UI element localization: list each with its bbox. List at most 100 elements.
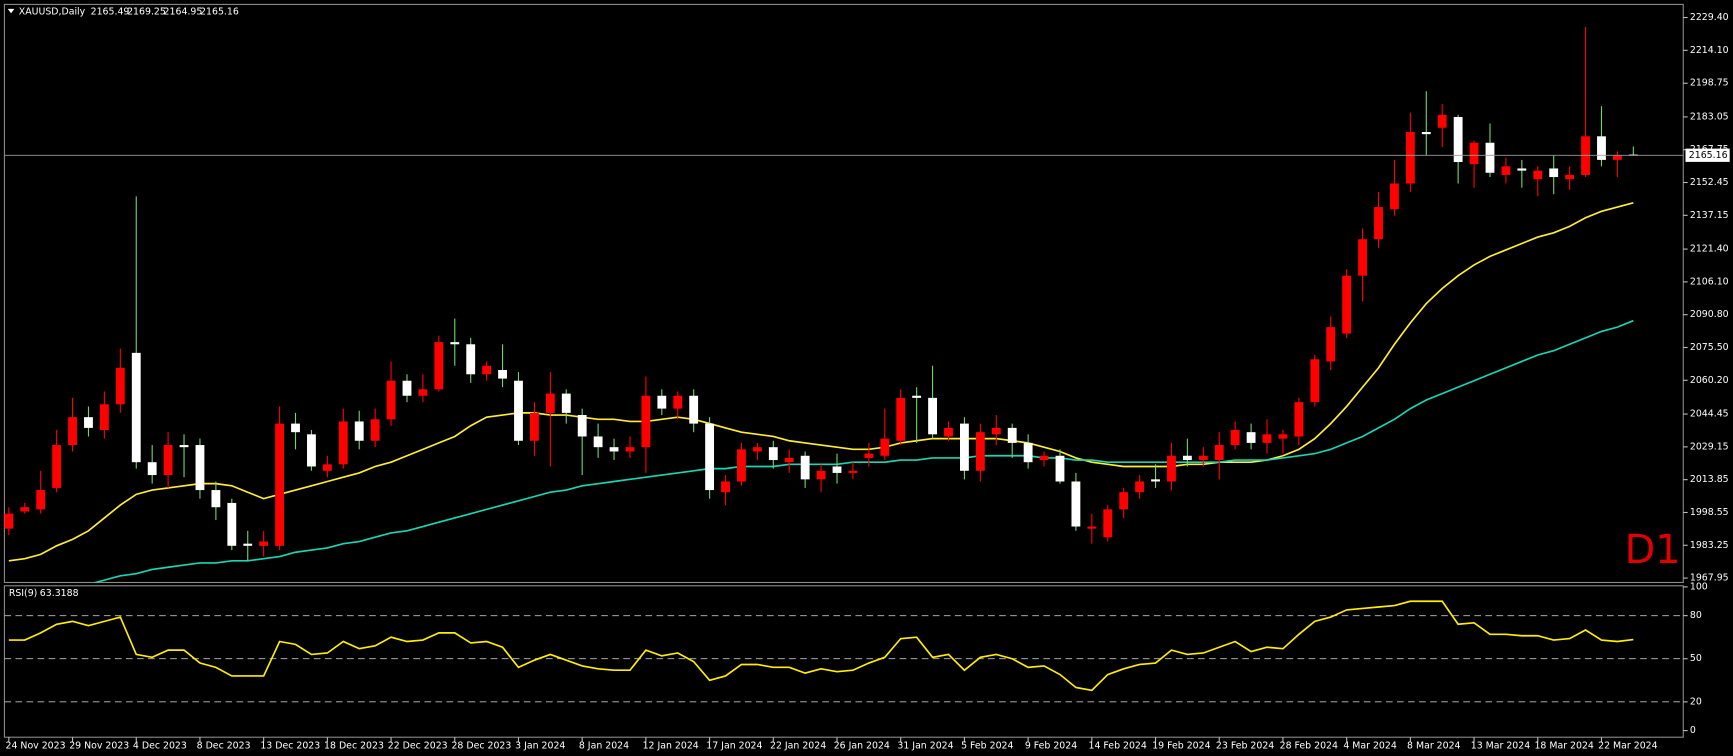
candle-body [1262, 434, 1272, 443]
y-tick-label: 2075.50 [1690, 342, 1729, 353]
rsi-panel-border [3, 585, 1684, 738]
candle-body [68, 417, 77, 446]
candle-body [529, 412, 539, 441]
candle-body [593, 436, 603, 448]
x-tick-label: 28 Dec 2023 [451, 741, 511, 752]
candle-body [227, 502, 237, 546]
x-tick-label: 8 Dec 2023 [197, 741, 251, 752]
candle-body [960, 423, 969, 471]
candle-body [1087, 526, 1097, 529]
y-tick-label: 80 [1690, 610, 1702, 621]
candle-body [322, 464, 332, 471]
y-tick-label: 2013.85 [1690, 474, 1729, 485]
main-panel-border [3, 3, 1684, 584]
x-tick-label: 13 Dec 2023 [260, 741, 320, 752]
candle-body [307, 434, 316, 467]
x-tick-label: 22 Mar 2024 [1598, 741, 1657, 752]
y-tick-label: 1967.95 [1690, 573, 1729, 584]
x-tick-label: 17 Jan 2024 [706, 741, 762, 752]
x-tick-label: 28 Feb 2024 [1280, 741, 1338, 752]
header-high: 2169.25 [127, 7, 166, 18]
rsi-title: RSI(9) [9, 588, 38, 599]
rsi-value: 63.3188 [40, 588, 79, 599]
y-tick-label: 1998.55 [1690, 507, 1729, 518]
candle-body [944, 427, 953, 437]
candle-body [354, 421, 364, 441]
candle-body [1501, 166, 1511, 175]
candle-body [1390, 183, 1399, 210]
candle-body [1342, 275, 1352, 334]
candle-body [1007, 427, 1017, 443]
y-tick-label: 2121.40 [1690, 244, 1729, 255]
y-tick-label: 100 [1690, 581, 1708, 592]
candle-body [1405, 132, 1415, 184]
candle-body [1103, 509, 1113, 538]
candle-body [561, 393, 571, 413]
candle-body [896, 397, 906, 441]
candle-body [147, 462, 157, 476]
candle-body [211, 490, 221, 508]
candle-body [1167, 455, 1176, 482]
candle-body [673, 395, 683, 409]
x-tick-label: 26 Jan 2024 [834, 741, 890, 752]
candle-body [1310, 359, 1320, 403]
candle-body [752, 447, 762, 452]
x-tick-label: 31 Jan 2024 [897, 741, 953, 752]
candle-body [370, 419, 380, 441]
candle-body [1119, 492, 1129, 510]
candle-body [99, 404, 109, 431]
y-tick-label: 0 [1690, 725, 1696, 736]
x-tick-label: 3 Jan 2024 [515, 741, 565, 752]
candle-body [1246, 432, 1256, 443]
x-tick-label: 22 Dec 2023 [388, 741, 448, 752]
price-label-box [1685, 148, 1730, 162]
header-close: 2165.16 [200, 7, 239, 18]
candle-body [1198, 455, 1208, 461]
candle-body [1612, 155, 1622, 160]
candle-body [115, 367, 125, 405]
candle-body [1135, 481, 1145, 493]
x-tick-label: 18 Mar 2024 [1534, 741, 1593, 752]
x-tick-label: 22 Jan 2024 [770, 741, 826, 752]
y-tick-label: 2029.15 [1690, 441, 1729, 452]
candle-body [928, 397, 937, 435]
candle-body [1453, 117, 1463, 163]
candle-body [625, 447, 635, 452]
candle-body [402, 380, 412, 396]
x-tick-label: 4 Mar 2024 [1343, 741, 1397, 752]
price-label: 2165.16 [1689, 150, 1728, 161]
candle-body [1039, 455, 1049, 461]
timeframe-label: D1 [1625, 527, 1681, 573]
x-tick-label: 18 Dec 2023 [324, 741, 384, 752]
y-tick-label: 50 [1690, 653, 1702, 664]
y-tick-label: 2198.75 [1690, 78, 1729, 89]
candle-body [609, 447, 619, 452]
candle-body [291, 423, 300, 433]
menu-arrow[interactable] [7, 8, 15, 14]
x-tick-label: 5 Feb 2024 [961, 741, 1013, 752]
x-tick-label: 9 Feb 2024 [1025, 741, 1077, 752]
candle-body [1326, 327, 1336, 362]
candle-body [1071, 481, 1081, 527]
x-tick-label: 14 Feb 2024 [1089, 741, 1147, 752]
y-tick-label: 2090.80 [1690, 309, 1729, 320]
y-tick-label: 20 [1690, 696, 1702, 707]
y-tick-label: 2229.40 [1690, 12, 1729, 23]
candle-body [1485, 142, 1495, 173]
candle-body [737, 449, 746, 482]
y-tick-label: 2214.10 [1690, 45, 1729, 56]
x-tick-label: 29 Nov 2023 [69, 741, 129, 752]
candle-body [1278, 434, 1288, 439]
header-open: 2165.49 [91, 7, 130, 18]
candle-body [1421, 132, 1431, 135]
x-tick-label: 8 Mar 2024 [1407, 741, 1461, 752]
candle-body [800, 455, 810, 480]
candle-body [52, 445, 62, 488]
rsi-line [8, 600, 1634, 692]
x-tick-label: 12 Jan 2024 [643, 741, 699, 752]
candle-body [36, 490, 46, 510]
candle-body [1549, 168, 1559, 178]
candle-body [338, 421, 348, 465]
